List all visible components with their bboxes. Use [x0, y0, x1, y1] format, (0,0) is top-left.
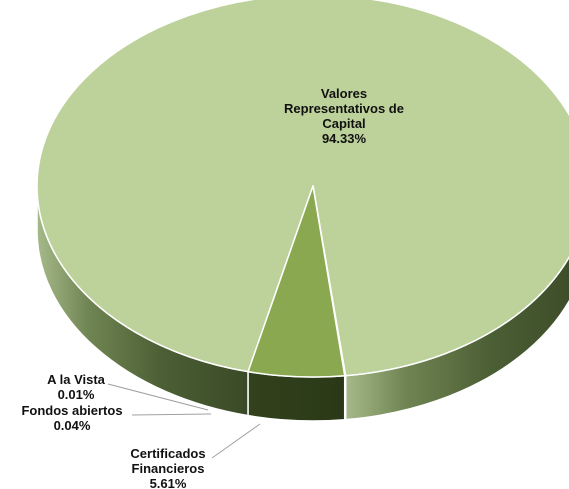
name-label: A la Vista [47, 372, 106, 387]
leader-lines [107, 383, 261, 459]
label-valores-representativos-de-capital: Valores Representativos de Capital 94.33% [284, 86, 404, 146]
name-label: Fondos abiertos [21, 403, 122, 418]
slice-certificados-financieros [247, 185, 346, 378]
label-fondos-abiertos: Fondos abiertos 0.04% [21, 403, 122, 433]
name-label: Financieros [132, 461, 205, 476]
name-label: Representativos de [284, 101, 404, 116]
label-a-la-vista: A la Vista 0.01% [47, 372, 106, 402]
leader-line-a-la-vista [107, 383, 209, 411]
slice-labels: Valores Representativos de Capital 94.33% A … [21, 86, 404, 489]
label-certificados-financieros: Certificados Financieros 5.61% [130, 446, 205, 489]
percent-label: 0.04% [54, 418, 91, 433]
leader-line-certificados-financieros [211, 423, 261, 459]
slice-valores-representativos-de-capital [36, 0, 569, 377]
percent-label: 5.61% [150, 476, 187, 489]
pie-tops [36, 0, 569, 378]
slice-side-certificados-financieros [247, 370, 346, 422]
leader-line-fondos-abiertos [131, 413, 212, 416]
percent-label: 0.01% [58, 387, 95, 402]
name-label: Valores [321, 86, 367, 101]
percent-label: 94.33% [322, 131, 367, 146]
name-label: Capital [322, 116, 365, 131]
name-label: Certificados [130, 446, 205, 461]
